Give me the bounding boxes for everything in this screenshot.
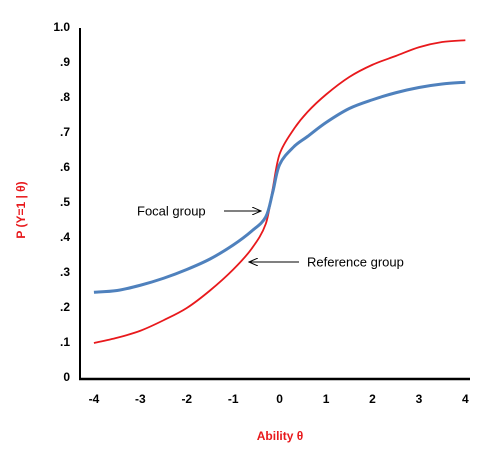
y-tick-label: .2 [60,300,70,314]
x-tick-label: -1 [228,392,239,406]
x-tick-label: 2 [369,392,376,406]
y-tick-label: 0 [63,370,70,384]
y-tick-label: 1.0 [53,20,70,34]
y-axis-label: P (Y=1 | θ) [14,181,28,238]
x-tick-label: -3 [135,392,146,406]
y-tick-label: .7 [60,125,70,139]
y-tick-label: .6 [60,160,70,174]
x-tick-label: 3 [416,392,423,406]
x-axis-label: Ability θ [257,429,304,443]
x-tick-label: -2 [181,392,192,406]
series-line [93,80,466,294]
y-tick-label: .9 [60,55,70,69]
x-tick-label: -4 [89,392,100,406]
y-tick-label: .8 [60,90,70,104]
y-tick-label: .4 [60,230,70,244]
annotation: Reference group [307,254,404,269]
x-tick-label: 1 [323,392,330,406]
y-tick-label: .5 [60,195,70,209]
y-tick-label: .3 [60,265,70,279]
series-line [93,39,466,344]
x-tick-label: 4 [462,392,469,406]
y-tick-label: .1 [60,335,70,349]
x-tick-label: 0 [276,392,283,406]
annotation: Focal group [137,203,206,218]
